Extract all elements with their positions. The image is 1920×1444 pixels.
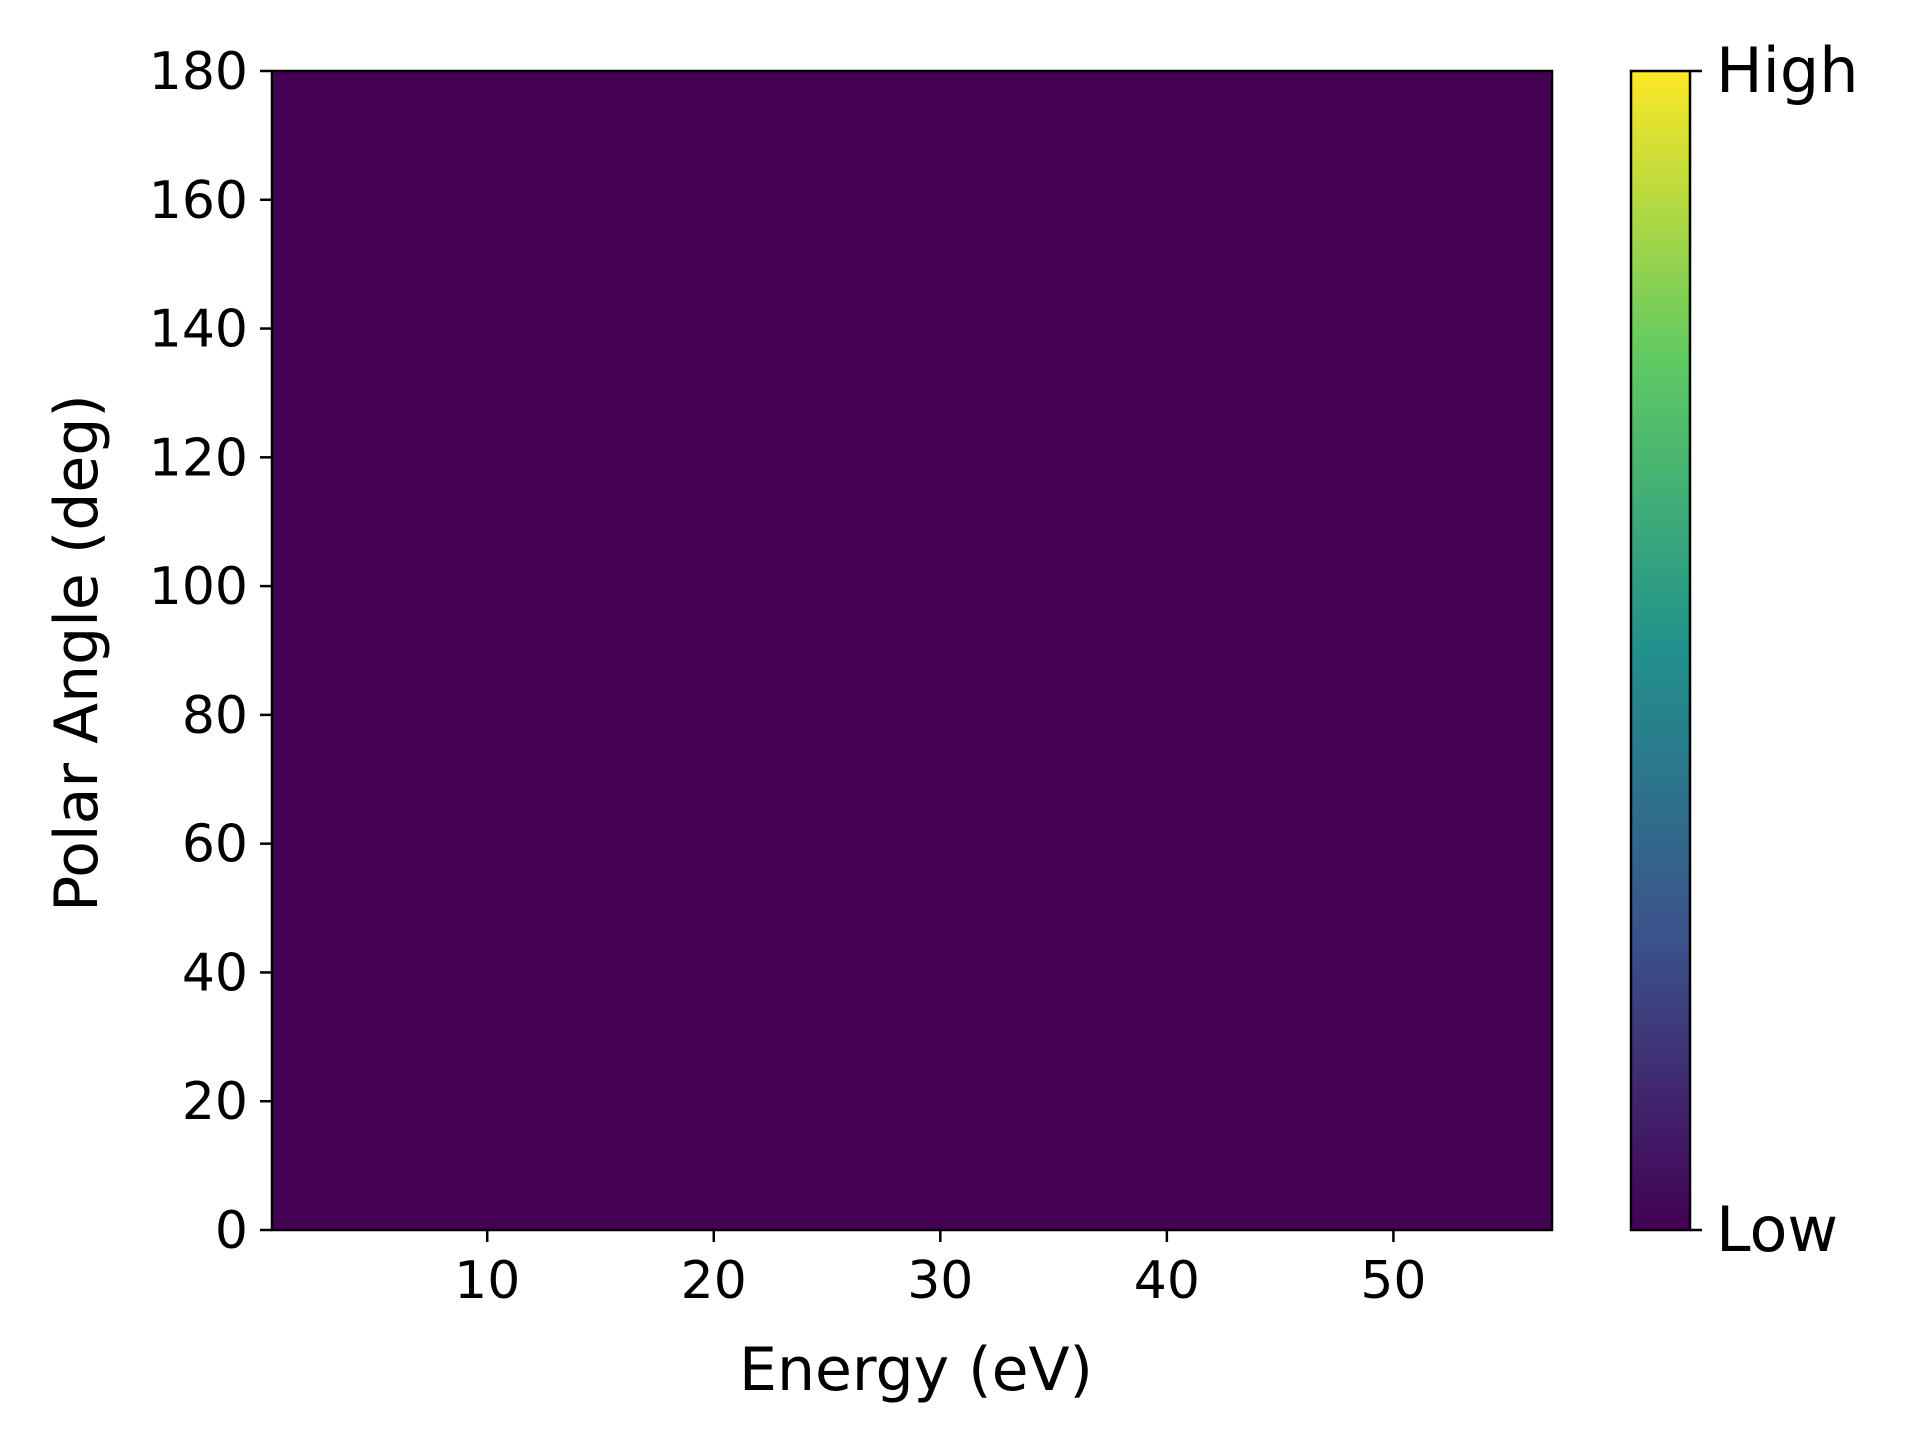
colorbar-gradient (1629, 69, 1692, 1232)
y-tick-label: 160 (149, 171, 248, 231)
x-tick-label: 10 (454, 1251, 520, 1311)
y-tick-label: 100 (149, 557, 248, 617)
y-tick-label: 120 (149, 428, 248, 488)
y-tick-label: 0 (215, 1201, 248, 1261)
plot-area (272, 71, 1552, 1230)
y-tick-label: 140 (149, 300, 248, 360)
x-axis-label: Energy (eV) (739, 1335, 1093, 1405)
axes: 10 20 30 40 50 0 20 40 60 80 100 120 140 160 180 (149, 42, 1554, 1311)
x-tick-label: 50 (1360, 1251, 1426, 1311)
colorbar-label-low: Low (1716, 1193, 1838, 1266)
y-tick-label: 40 (182, 943, 248, 1003)
y-tick-label: 20 (182, 1072, 248, 1132)
colorbar: Low High (1629, 34, 1859, 1266)
x-tick-label: 20 (681, 1251, 747, 1311)
x-tick-label: 30 (907, 1251, 973, 1311)
y-tick-label: 60 (182, 815, 248, 875)
y-tick-label: 180 (149, 42, 248, 102)
y-tick-label: 80 (182, 686, 248, 746)
heatmap-image (272, 71, 1552, 1230)
plot-frame (270, 69, 1554, 1232)
x-tick-label: 40 (1134, 1251, 1200, 1311)
y-axis-label: Polar Angle (deg) (42, 394, 112, 912)
colorbar-label-high: High (1716, 34, 1859, 107)
